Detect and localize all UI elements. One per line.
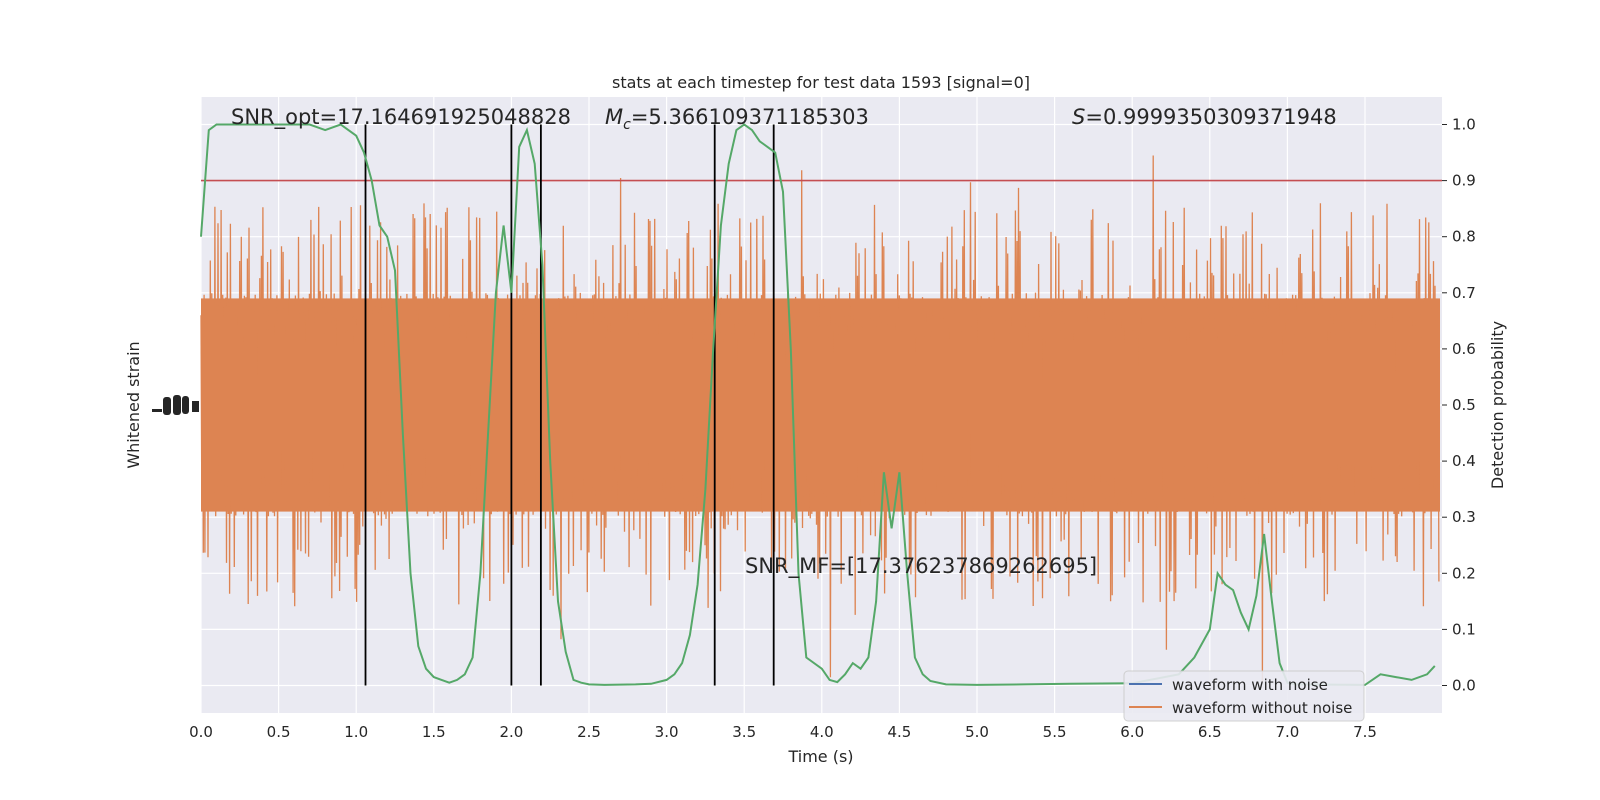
chirp-mass-subscript: c — [623, 117, 631, 133]
y-tick-label: 0.9 — [1452, 172, 1476, 190]
x-tick-label: 3.5 — [732, 723, 756, 741]
y-tick-label: 0.3 — [1452, 508, 1476, 526]
y-axis-left-label: Whitened strain — [124, 341, 143, 468]
y-tick-label: 0.6 — [1452, 340, 1476, 358]
x-tick-label: 6.5 — [1198, 723, 1222, 741]
x-tick-label: 2.0 — [499, 723, 523, 741]
x-tick-label: 5.0 — [965, 723, 989, 741]
y-axis-right-ticks: 0.0 0.1 0.2 0.3 0.4 0.5 0.6 0.7 0.8 0.9 1.0 — [1442, 116, 1476, 695]
y-tick-label: 0.1 — [1452, 620, 1476, 638]
chart-title: stats at each timestep for test data 159… — [612, 73, 1030, 92]
x-tick-label: 1.5 — [422, 723, 446, 741]
x-tick-label: 0.5 — [267, 723, 291, 741]
snr-opt-annotation: SNR_opt=17.164691925048828 — [231, 105, 571, 130]
s-symbol: S — [1072, 105, 1085, 129]
legend-label-with-noise: waveform with noise — [1172, 676, 1328, 694]
x-tick-label: 4.5 — [887, 723, 911, 741]
noise-trace — [200, 155, 1440, 682]
x-tick-label: 1.0 — [344, 723, 368, 741]
x-tick-label: 5.5 — [1043, 723, 1067, 741]
y-tick-label: 0.8 — [1452, 228, 1476, 246]
y-tick-label: 0.2 — [1452, 564, 1476, 582]
x-tick-label: 4.0 — [810, 723, 834, 741]
y-tick-label: 1.0 — [1452, 116, 1476, 134]
s-annotation: S=0.9999350309371948 — [1072, 105, 1337, 129]
x-axis-ticks: 0.0 0.5 1.0 1.5 2.0 2.5 3.0 3.5 4.0 4.5 5.0 5.5 6.0 6… — [189, 723, 1377, 741]
snr-mf-annotation: SNR_MF=[17.376237869262695] — [745, 554, 1097, 579]
chirp-mass-value: =5.366109371185303 — [631, 105, 869, 129]
probability-line — [200, 123, 1436, 686]
noise-series-without-noise — [200, 155, 1440, 682]
x-tick-label: 7.5 — [1353, 723, 1377, 741]
chirp-mass-annotation: Mc=5.366109371185303 — [605, 105, 869, 133]
x-tick-label: 2.5 — [577, 723, 601, 741]
y-tick-label: 0.4 — [1452, 452, 1476, 470]
s-value: =0.9999350309371948 — [1085, 105, 1336, 129]
legend-label-without-noise: waveform without noise — [1172, 699, 1352, 717]
y-tick-label: 0.5 — [1452, 396, 1476, 414]
detection-probability-series — [200, 123, 1436, 686]
chirp-mass-symbol: M — [605, 105, 623, 129]
y-tick-label: 0.7 — [1452, 284, 1476, 302]
x-tick-label: 0.0 — [189, 723, 213, 741]
left-axis-tick-artifact — [152, 395, 199, 415]
x-axis-label: Time (s) — [787, 747, 853, 766]
y-axis-right-label: Detection probability — [1488, 321, 1507, 489]
legend: waveform with noise waveform without noi… — [1123, 670, 1365, 722]
vertical-markers — [364, 124, 775, 686]
x-tick-label: 6.0 — [1120, 723, 1144, 741]
legend-box — [1123, 670, 1365, 722]
x-tick-label: 3.0 — [655, 723, 679, 741]
x-tick-label: 7.0 — [1275, 723, 1299, 741]
y-tick-label: 0.0 — [1452, 677, 1476, 695]
